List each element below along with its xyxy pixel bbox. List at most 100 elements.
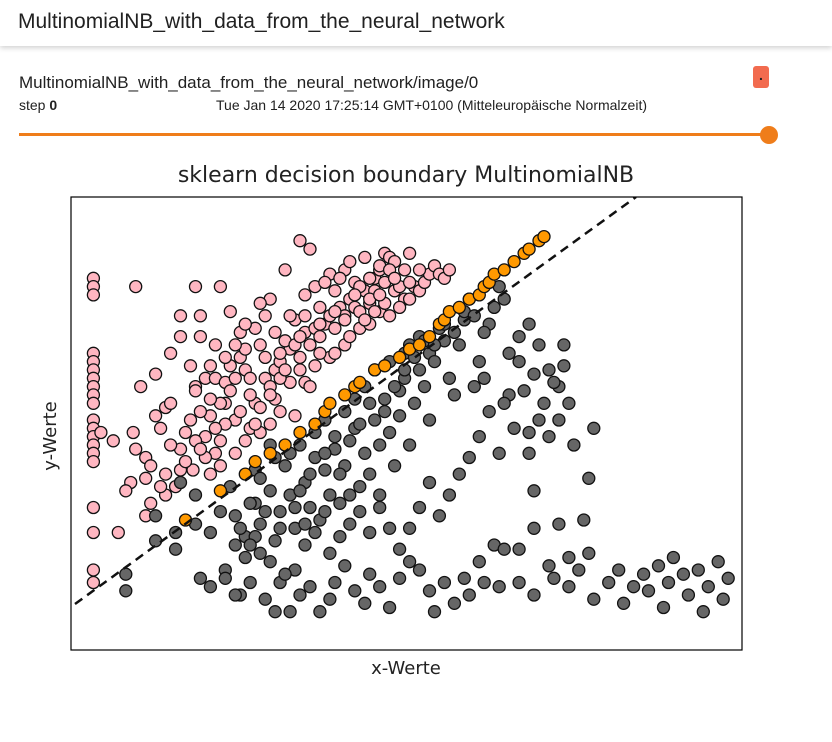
data-point <box>392 571 407 585</box>
data-point <box>368 413 382 427</box>
data-point <box>86 396 101 410</box>
data-point <box>437 575 452 590</box>
data-point <box>582 471 596 485</box>
data-point <box>338 559 352 573</box>
data-point <box>626 580 641 594</box>
data-point <box>158 467 173 481</box>
data-point <box>353 375 367 390</box>
data-point <box>203 359 218 373</box>
data-point <box>373 488 387 502</box>
data-point <box>233 404 247 419</box>
plot-area <box>74 197 735 619</box>
data-point <box>303 338 317 352</box>
data-point <box>656 600 671 615</box>
data-point <box>422 329 437 344</box>
data-point <box>288 500 302 515</box>
data-point <box>522 425 536 440</box>
data-point <box>293 588 307 602</box>
data-point <box>203 392 218 406</box>
data-point <box>293 350 307 365</box>
data-point <box>442 263 457 277</box>
data-point <box>572 563 586 577</box>
plot-frame <box>70 196 743 651</box>
data-point <box>522 446 536 460</box>
card-menu-button[interactable]: . <box>753 66 769 88</box>
data-point <box>402 275 417 290</box>
data-point <box>308 525 322 540</box>
data-point <box>303 580 317 594</box>
data-point <box>293 484 307 498</box>
data-point <box>497 396 511 410</box>
data-point <box>472 354 486 369</box>
data-point <box>328 346 342 360</box>
step-value: 0 <box>49 97 58 113</box>
data-point <box>328 284 342 298</box>
data-point <box>442 371 457 385</box>
data-point <box>452 300 466 315</box>
data-point <box>163 346 178 360</box>
data-point <box>378 392 392 406</box>
data-point <box>353 417 367 431</box>
data-point <box>258 309 272 323</box>
data-point <box>233 521 247 535</box>
data-point <box>173 475 188 490</box>
data-point <box>333 496 347 510</box>
data-point <box>228 446 242 460</box>
data-point <box>472 555 486 569</box>
data-point <box>462 450 476 465</box>
data-point <box>119 584 133 598</box>
step-slider[interactable] <box>19 126 778 144</box>
data-point <box>173 329 188 344</box>
data-point <box>651 559 666 573</box>
slider-track[interactable] <box>19 133 769 136</box>
data-point <box>701 580 715 594</box>
data-point <box>492 446 506 460</box>
data-point <box>126 425 140 440</box>
slider-thumb[interactable] <box>760 126 778 144</box>
data-point <box>412 563 427 577</box>
data-point <box>363 525 377 540</box>
data-point <box>163 396 178 410</box>
data-point <box>318 446 332 460</box>
data-point <box>263 388 277 402</box>
data-point <box>517 384 531 398</box>
data-point <box>119 567 133 581</box>
data-point <box>144 496 158 510</box>
data-point <box>323 396 337 410</box>
data-point <box>258 592 272 606</box>
data-point <box>148 534 163 548</box>
data-point <box>273 521 287 535</box>
data-point <box>253 471 267 485</box>
data-point <box>144 459 158 473</box>
data-point <box>134 379 148 394</box>
data-point <box>218 350 232 365</box>
data-point <box>382 309 397 323</box>
data-point <box>358 250 372 265</box>
data-point <box>86 525 101 540</box>
data-point <box>363 567 377 581</box>
data-point <box>278 263 292 277</box>
data-point <box>278 363 292 377</box>
data-point <box>263 417 277 431</box>
data-point <box>293 234 307 248</box>
data-point <box>542 363 556 377</box>
data-point <box>298 288 312 302</box>
data-point <box>168 542 183 556</box>
data-point <box>278 567 292 581</box>
data-point <box>119 484 133 498</box>
image-tag: MultinomialNB_with_data_from_the_neural_… <box>19 73 479 92</box>
data-point <box>228 509 242 523</box>
data-point <box>213 279 228 294</box>
data-point <box>303 242 317 256</box>
data-point <box>402 246 417 260</box>
data-point <box>308 359 322 373</box>
data-point <box>382 600 397 615</box>
data-point <box>422 413 437 427</box>
data-point <box>512 354 526 369</box>
data-point <box>333 529 347 544</box>
data-point <box>293 329 307 344</box>
data-point <box>363 396 377 410</box>
data-point <box>587 592 601 606</box>
data-point <box>537 396 551 410</box>
data-point <box>213 484 228 498</box>
